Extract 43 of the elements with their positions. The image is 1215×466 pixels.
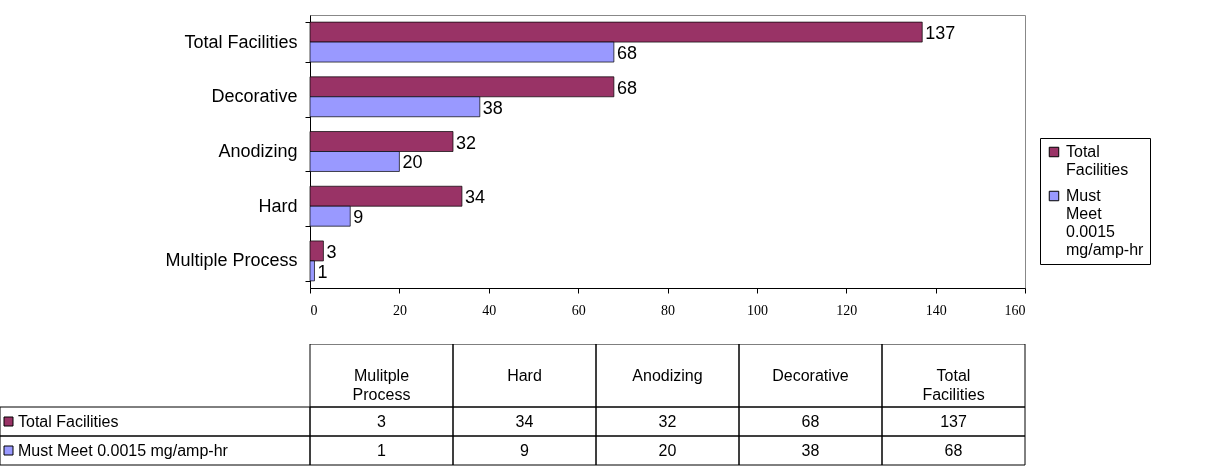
- data-label: 38: [482, 97, 503, 118]
- data-label: 68: [616, 43, 637, 64]
- x-tick-label: 120: [836, 302, 858, 318]
- category-label: Anodizing: [632, 366, 703, 384]
- category-label: Mulitple Process: [352, 366, 411, 403]
- y-tick-label: Decorative: [211, 86, 298, 107]
- data-label: 1: [317, 261, 328, 282]
- legend-label: Total Facilities: [1066, 143, 1129, 178]
- legend-label: Must Meet 0.0015 mg/amp-hr: [18, 441, 229, 459]
- category-label: Total Facilities: [922, 366, 985, 403]
- data-label: 32: [456, 132, 477, 153]
- data-label: 38: [801, 441, 820, 459]
- x-tick-label: 0: [310, 302, 318, 318]
- data-label: 34: [515, 412, 534, 430]
- data-label: 9: [353, 207, 364, 228]
- y-tick-label: Total Facilities: [184, 31, 298, 52]
- x-tick-label: 20: [392, 302, 407, 318]
- category-label: Decorative: [772, 366, 849, 384]
- data-label: 9: [520, 441, 530, 459]
- y-tick-label: Hard: [258, 195, 298, 216]
- y-tick-label: Anodizing: [218, 141, 298, 161]
- data-label: 32: [658, 412, 677, 430]
- x-tick-label: 80: [661, 302, 675, 318]
- x-tick-label: 40: [482, 302, 497, 318]
- legend-label: Must Meet 0.0015 mg/amp-hr: [1066, 187, 1145, 258]
- data-label: 20: [658, 441, 677, 459]
- x-tick-label: 140: [925, 302, 947, 318]
- y-tick-label: Multiple Process: [165, 250, 298, 271]
- data-label: 34: [464, 187, 485, 208]
- data-label: 137: [940, 412, 967, 430]
- category-label: Hard: [507, 366, 542, 384]
- data-label: 68: [801, 412, 820, 430]
- data-label: 20: [402, 152, 423, 173]
- x-tick-label: 100: [746, 302, 768, 318]
- data-label: 1: [377, 441, 387, 459]
- data-label: 3: [326, 241, 337, 262]
- legend-label: Total Facilities: [18, 412, 119, 430]
- data-label: 68: [616, 77, 637, 98]
- x-tick-label: 60: [571, 302, 586, 318]
- data-label: 3: [377, 412, 387, 430]
- data-label: 137: [925, 23, 956, 44]
- data-label: 68: [944, 441, 963, 459]
- x-tick-label: 160: [1004, 302, 1026, 318]
